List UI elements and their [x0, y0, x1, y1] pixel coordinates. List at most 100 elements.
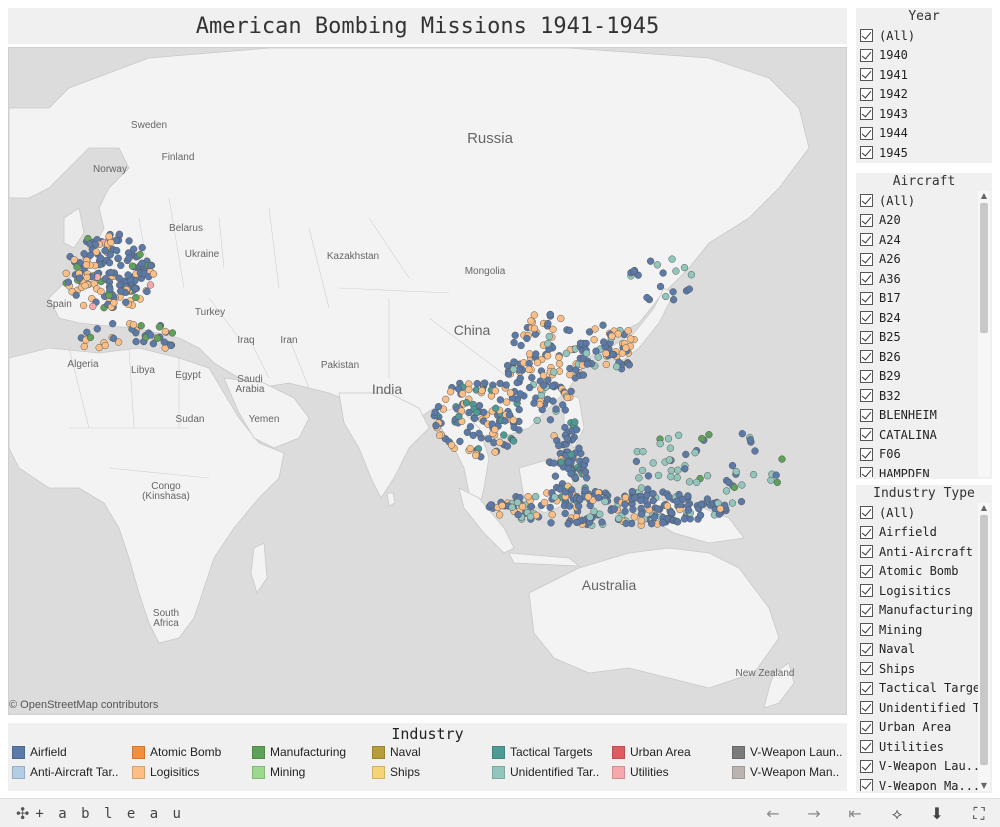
checkbox-checked-icon[interactable]: [860, 759, 873, 773]
aircraft-option[interactable]: BLENHEIM: [856, 406, 992, 426]
industry-option[interactable]: Logisitics: [856, 581, 992, 601]
checkbox-checked-icon[interactable]: [860, 48, 873, 62]
legend-item[interactable]: V-Weapon Laun..: [732, 744, 843, 760]
checkbox-checked-icon[interactable]: [860, 291, 873, 305]
checkbox-checked-icon[interactable]: [860, 330, 873, 344]
checkbox-checked-icon[interactable]: [860, 389, 873, 403]
fullscreen-icon[interactable]: ⛶: [973, 804, 985, 823]
checkbox-checked-icon[interactable]: [860, 701, 873, 715]
legend-item[interactable]: Airfield: [12, 744, 67, 760]
checkbox-checked-icon[interactable]: [860, 194, 873, 208]
checkbox-checked-icon[interactable]: [860, 428, 873, 442]
aircraft-option[interactable]: B25: [856, 328, 992, 348]
legend-item[interactable]: Manufacturing: [252, 744, 346, 760]
year-option[interactable]: 1942: [856, 85, 992, 105]
checkbox-checked-icon[interactable]: [860, 272, 873, 286]
scroll-down-icon[interactable]: ▼: [980, 781, 988, 790]
checkbox-checked-icon[interactable]: [860, 311, 873, 325]
industry-option[interactable]: V-Weapon Lau...: [856, 757, 992, 777]
industry-scrollbar[interactable]: ▲ ▼: [978, 503, 990, 791]
checkbox-checked-icon[interactable]: [860, 681, 873, 695]
checkbox-checked-icon[interactable]: [860, 107, 873, 121]
aircraft-option[interactable]: A26: [856, 250, 992, 270]
industry-option[interactable]: Utilities: [856, 737, 992, 757]
checkbox-checked-icon[interactable]: [860, 447, 873, 461]
checkbox-checked-icon[interactable]: [860, 779, 873, 791]
legend-item[interactable]: Anti-Aircraft Tar..: [12, 764, 118, 780]
legend-item[interactable]: Unidentified Tar..: [492, 764, 599, 780]
checkbox-checked-icon[interactable]: [860, 506, 873, 520]
industry-option[interactable]: V-Weapon Ma...: [856, 776, 992, 791]
aircraft-option[interactable]: A36: [856, 269, 992, 289]
aircraft-option[interactable]: CATALINA: [856, 425, 992, 445]
industry-scroll-thumb[interactable]: [980, 515, 988, 765]
revert-icon[interactable]: ⇤: [848, 804, 862, 823]
industry-option[interactable]: Naval: [856, 640, 992, 660]
industry-option[interactable]: Anti-Aircraft T...: [856, 542, 992, 562]
legend-item[interactable]: Urban Area: [612, 744, 691, 760]
industry-option[interactable]: Ships: [856, 659, 992, 679]
legend-item[interactable]: V-Weapon Man..: [732, 764, 839, 780]
scroll-up-icon[interactable]: ▲: [980, 503, 988, 512]
checkbox-checked-icon[interactable]: [860, 623, 873, 637]
aircraft-option[interactable]: (All): [856, 191, 992, 211]
checkbox-checked-icon[interactable]: [860, 213, 873, 227]
checkbox-checked-icon[interactable]: [860, 467, 873, 477]
redo-icon[interactable]: →: [807, 804, 821, 823]
industry-option[interactable]: Atomic Bomb: [856, 562, 992, 582]
year-option[interactable]: 1944: [856, 124, 992, 144]
bombing-map[interactable]: Russia Sweden Finland Norway Belarus Ukr…: [8, 47, 847, 715]
aircraft-option[interactable]: F06: [856, 445, 992, 465]
aircraft-option[interactable]: B17: [856, 289, 992, 309]
checkbox-checked-icon[interactable]: [860, 408, 873, 422]
checkbox-checked-icon[interactable]: [860, 146, 873, 160]
checkbox-checked-icon[interactable]: [860, 68, 873, 82]
checkbox-checked-icon[interactable]: [860, 350, 873, 364]
aircraft-scrollbar[interactable]: ▲: [978, 191, 990, 477]
legend-item[interactable]: Atomic Bomb: [132, 744, 221, 760]
checkbox-checked-icon[interactable]: [860, 564, 873, 578]
legend-item[interactable]: Mining: [252, 764, 305, 780]
map-attribution[interactable]: © OpenStreetMap contributors: [9, 699, 159, 711]
checkbox-checked-icon[interactable]: [860, 662, 873, 676]
download-icon[interactable]: ⬇: [930, 804, 944, 823]
year-option[interactable]: 1945: [856, 143, 992, 163]
checkbox-checked-icon[interactable]: [860, 29, 873, 43]
aircraft-option[interactable]: A20: [856, 211, 992, 231]
year-option[interactable]: 1940: [856, 46, 992, 66]
industry-option[interactable]: Urban Area: [856, 718, 992, 738]
checkbox-checked-icon[interactable]: [860, 603, 873, 617]
legend-item[interactable]: Utilities: [612, 764, 669, 780]
year-option[interactable]: (All): [856, 26, 992, 46]
year-option[interactable]: 1941: [856, 65, 992, 85]
aircraft-option[interactable]: A24: [856, 230, 992, 250]
tableau-logo[interactable]: ✣ + a b l e a u: [16, 804, 184, 823]
checkbox-checked-icon[interactable]: [860, 126, 873, 140]
industry-option[interactable]: Tactical Targets: [856, 679, 992, 699]
scroll-up-icon[interactable]: ▲: [980, 191, 988, 200]
legend-item[interactable]: Ships: [372, 764, 420, 780]
checkbox-checked-icon[interactable]: [860, 740, 873, 754]
checkbox-checked-icon[interactable]: [860, 545, 873, 559]
aircraft-option[interactable]: B24: [856, 308, 992, 328]
map-canvas[interactable]: Russia Sweden Finland Norway Belarus Ukr…: [9, 48, 847, 715]
legend-item[interactable]: Logisitics: [132, 764, 199, 780]
checkbox-checked-icon[interactable]: [860, 642, 873, 656]
industry-option[interactable]: Unidentified T...: [856, 698, 992, 718]
aircraft-option[interactable]: B26: [856, 347, 992, 367]
industry-option[interactable]: (All): [856, 503, 992, 523]
legend-item[interactable]: Tactical Targets: [492, 744, 592, 760]
industry-option[interactable]: Airfield: [856, 523, 992, 543]
aircraft-option[interactable]: HAMPDEN: [856, 464, 992, 477]
checkbox-checked-icon[interactable]: [860, 252, 873, 266]
legend-item[interactable]: Naval: [372, 744, 421, 760]
checkbox-checked-icon[interactable]: [860, 720, 873, 734]
undo-icon[interactable]: ←: [766, 804, 780, 823]
checkbox-checked-icon[interactable]: [860, 525, 873, 539]
checkbox-checked-icon[interactable]: [860, 369, 873, 383]
checkbox-checked-icon[interactable]: [860, 87, 873, 101]
industry-option[interactable]: Mining: [856, 620, 992, 640]
aircraft-option[interactable]: B29: [856, 367, 992, 387]
industry-option[interactable]: Manufacturing: [856, 601, 992, 621]
year-option[interactable]: 1943: [856, 104, 992, 124]
